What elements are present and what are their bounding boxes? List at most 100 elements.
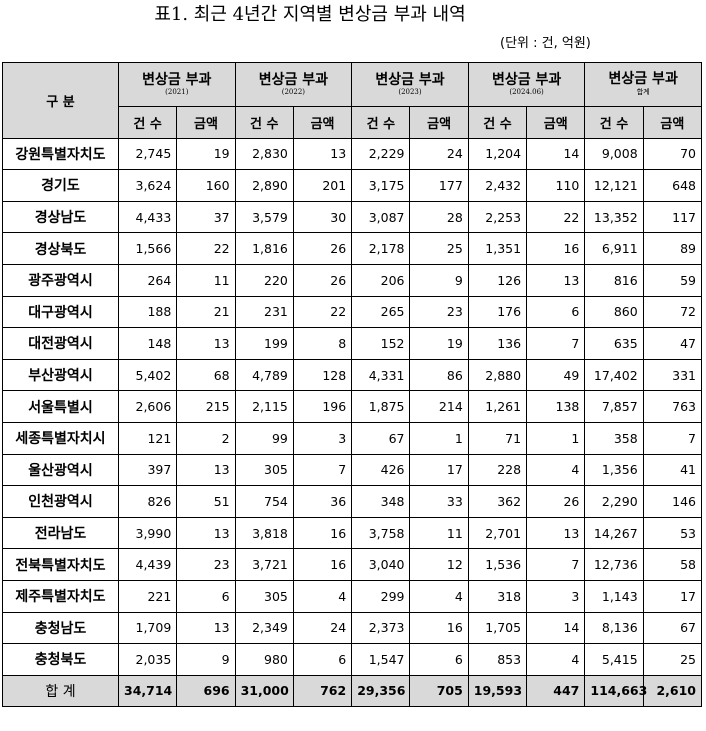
cell: 362 xyxy=(467,485,528,518)
cell: 99 xyxy=(234,421,294,455)
cell: 1 xyxy=(526,421,586,455)
cell: 1,709 xyxy=(117,611,178,645)
group-period: (2023) xyxy=(398,88,422,96)
cell: 26 xyxy=(292,263,353,297)
cell: 24 xyxy=(409,137,469,171)
table-row: 전북특별자치도 4,439 23 3,721 16 3,040 12 1,536 7 12,736… xyxy=(2,548,703,581)
cell: 4,439 xyxy=(117,548,178,581)
row-label: 경기도 xyxy=(2,169,119,202)
cell: 221 xyxy=(117,579,178,613)
row-label: 전북특별자치도 xyxy=(2,548,119,581)
cell: 860 xyxy=(584,295,644,329)
cell: 22 xyxy=(176,232,236,265)
group-period: (2021) xyxy=(165,88,189,96)
table-row: 세종특별자치시 121 2 99 3 67 1 71 1 358 7 xyxy=(2,421,703,455)
cell: 19 xyxy=(409,327,469,360)
cell: 635 xyxy=(584,327,644,360)
cell: 31,000 xyxy=(234,674,294,708)
column-header: 금액 xyxy=(642,106,703,139)
cell: 228 xyxy=(467,453,528,487)
cell: 2,745 xyxy=(117,137,178,171)
region-table: 구 분 변상금 부과 (2021) 변상금 부과 (2022) 변상금 부과 (2023)… xyxy=(2,62,703,708)
cell: 3,818 xyxy=(234,516,294,550)
cell: 13 xyxy=(176,611,236,645)
cell: 358 xyxy=(584,421,644,455)
column-header: 건 수 xyxy=(117,106,178,139)
cell: 648 xyxy=(642,169,703,202)
table-row: 제주특별자치도 221 6 305 4 299 4 318 3 1,143 17 xyxy=(2,579,703,613)
cell: 331 xyxy=(642,358,703,392)
cell: 33 xyxy=(409,485,469,518)
cell: 28 xyxy=(409,200,469,234)
cell: 51 xyxy=(176,485,236,518)
cell: 13 xyxy=(292,137,353,171)
cell: 231 xyxy=(234,295,294,329)
table-row: 부산광역시 5,402 68 4,789 128 4,331 86 2,880 49 17,402… xyxy=(2,358,703,392)
cell: 3,721 xyxy=(234,548,294,581)
cell: 2,830 xyxy=(234,137,294,171)
cell: 6 xyxy=(526,295,586,329)
cell: 853 xyxy=(467,643,528,676)
cell: 196 xyxy=(292,390,353,423)
cell: 25 xyxy=(409,232,469,265)
group-label: 변상금 부과 xyxy=(375,72,445,88)
cell: 160 xyxy=(176,169,236,202)
table-body: 강원특별자치도 2,745 19 2,830 13 2,229 24 1,204 14 9,008… xyxy=(2,137,703,708)
cell: 110 xyxy=(526,169,586,202)
cell: 24 xyxy=(292,611,353,645)
cell: 67 xyxy=(642,611,703,645)
cell: 762 xyxy=(292,674,353,708)
cell: 13 xyxy=(526,263,586,297)
table-row: 충청북도 2,035 9 980 6 1,547 6 853 4 5,415 25 xyxy=(2,643,703,676)
row-label: 세종특별자치시 xyxy=(2,421,119,455)
row-label: 경상남도 xyxy=(2,200,119,234)
cell: 114,663 xyxy=(584,674,647,708)
column-header: 금액 xyxy=(292,106,353,139)
cell: 2,373 xyxy=(351,611,411,645)
cell: 7 xyxy=(526,327,586,360)
cell: 49 xyxy=(526,358,586,392)
column-header: 건 수 xyxy=(467,106,528,139)
cell: 2,432 xyxy=(467,169,528,202)
column-header: 금액 xyxy=(409,106,469,139)
row-label: 제주특별자치도 xyxy=(2,579,119,613)
group-label: 변상금 부과 xyxy=(258,72,329,88)
cell: 3,175 xyxy=(351,169,411,202)
cell: 264 xyxy=(117,263,178,297)
cell: 41 xyxy=(642,453,703,487)
cell: 214 xyxy=(409,390,469,423)
cell: 19,593 xyxy=(467,674,528,708)
cell: 176 xyxy=(467,295,528,329)
cell: 12,736 xyxy=(584,548,644,581)
cell: 23 xyxy=(409,295,469,329)
cell: 763 xyxy=(642,390,703,423)
group-period: (2022) xyxy=(281,88,306,96)
cell: 126 xyxy=(467,263,528,297)
table-row: 대전광역시 148 13 199 8 152 19 136 7 635 47 xyxy=(2,327,703,360)
cell: 14,267 xyxy=(584,516,644,550)
cell: 6 xyxy=(292,643,353,676)
cell: 6 xyxy=(409,643,469,676)
group-label: 변상금 부과 xyxy=(142,72,212,88)
cell: 177 xyxy=(409,169,469,202)
cell: 34,714 xyxy=(117,674,178,708)
cell: 2,115 xyxy=(234,390,294,423)
cell: 67 xyxy=(351,421,411,455)
unit-note: (단위 : 건, 억원) xyxy=(500,36,591,51)
cell: 4,331 xyxy=(351,358,411,392)
cell: 3,040 xyxy=(351,548,411,581)
cell: 215 xyxy=(176,390,236,423)
cell: 318 xyxy=(467,579,528,613)
table-row: 광주광역시 264 11 220 26 206 9 126 13 816 59 xyxy=(2,263,703,297)
cell: 3,579 xyxy=(234,200,294,234)
group-period: 합계 xyxy=(636,88,650,96)
table-row: 합 계 34,714 696 31,000 762 29,356 705 19,593 447 1… xyxy=(2,674,703,708)
cell: 4 xyxy=(409,579,469,613)
column-header: 건 수 xyxy=(351,106,411,139)
table-row: 울산광역시 397 13 305 7 426 17 228 4 1,356 41 xyxy=(2,453,703,487)
cell: 199 xyxy=(234,327,294,360)
cell: 19 xyxy=(176,137,236,171)
group-header: 변상금 부과 합계 xyxy=(584,62,702,107)
cell: 4 xyxy=(526,453,586,487)
cell: 1,705 xyxy=(467,611,528,645)
